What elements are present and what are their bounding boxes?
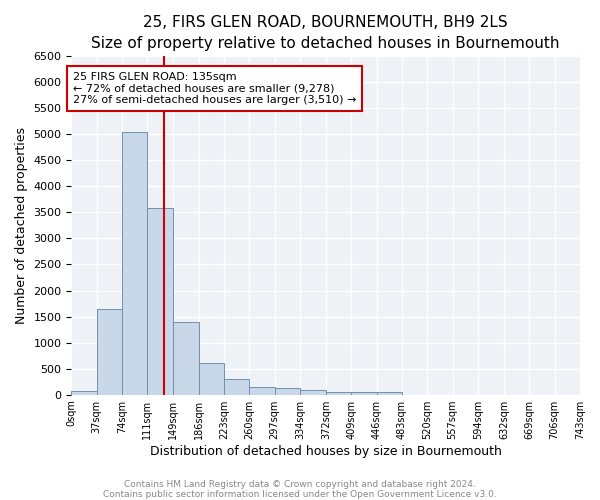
Bar [199, 364, 224, 394]
Bar [148, 208, 173, 394]
Bar [71, 390, 97, 394]
Bar [122, 132, 148, 394]
Bar [275, 388, 300, 394]
Bar [352, 392, 377, 394]
Bar [97, 308, 122, 394]
Bar [224, 379, 250, 394]
Bar [300, 390, 326, 394]
Bar [377, 392, 402, 394]
Bar [250, 386, 275, 394]
Y-axis label: Number of detached properties: Number of detached properties [15, 127, 28, 324]
Bar [326, 392, 352, 394]
X-axis label: Distribution of detached houses by size in Bournemouth: Distribution of detached houses by size … [150, 444, 502, 458]
Title: 25, FIRS GLEN ROAD, BOURNEMOUTH, BH9 2LS
Size of property relative to detached h: 25, FIRS GLEN ROAD, BOURNEMOUTH, BH9 2LS… [91, 15, 560, 51]
Text: Contains public sector information licensed under the Open Government Licence v3: Contains public sector information licen… [103, 490, 497, 499]
Text: 25 FIRS GLEN ROAD: 135sqm
← 72% of detached houses are smaller (9,278)
27% of se: 25 FIRS GLEN ROAD: 135sqm ← 72% of detac… [73, 72, 356, 105]
Bar [173, 322, 199, 394]
Text: Contains HM Land Registry data © Crown copyright and database right 2024.: Contains HM Land Registry data © Crown c… [124, 480, 476, 489]
